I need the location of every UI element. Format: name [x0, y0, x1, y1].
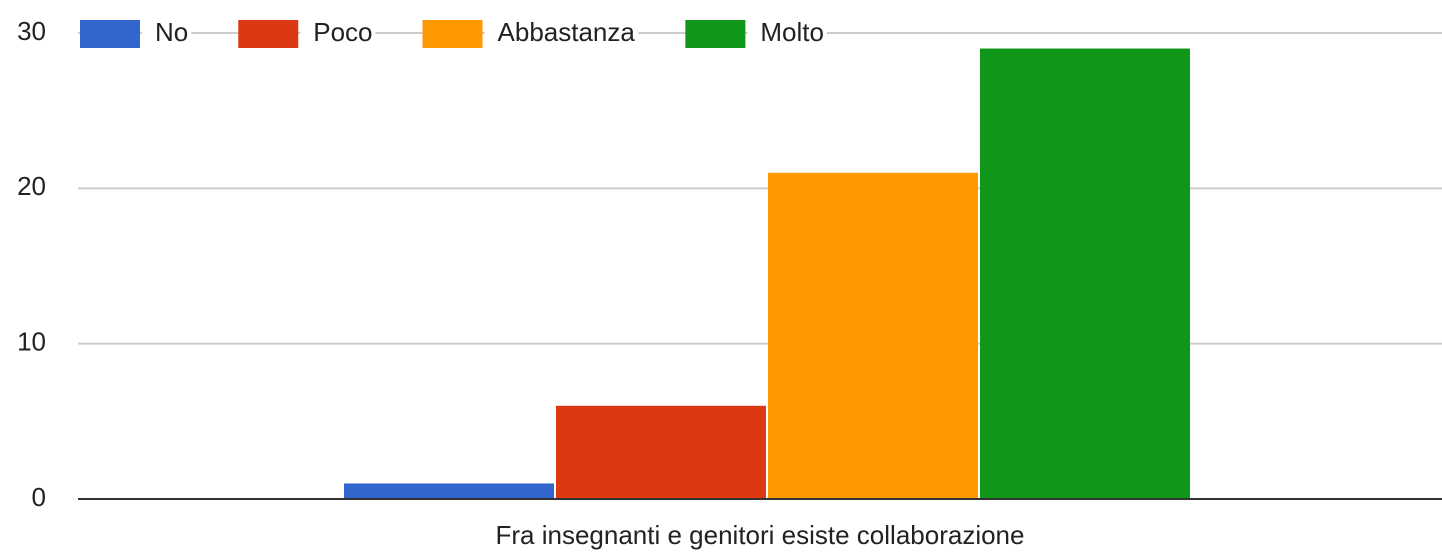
legend-label: No	[155, 17, 188, 47]
bar	[980, 48, 1190, 500]
x-axis-label: Fra insegnanti e genitori esiste collabo…	[496, 520, 1025, 550]
legend-bg	[484, 18, 639, 50]
y-tick-label: 10	[17, 327, 46, 357]
legend-swatch	[422, 20, 483, 48]
legend-swatch	[80, 20, 140, 48]
legend-label: Poco	[313, 17, 372, 47]
y-tick-label: 20	[17, 171, 46, 201]
legend-swatch	[238, 20, 299, 48]
legend-bg	[300, 18, 376, 50]
legend-bg	[142, 18, 192, 50]
y-tick-label: 0	[32, 482, 46, 512]
bar	[344, 483, 554, 499]
legend-swatch	[685, 20, 746, 48]
legend-bg	[747, 18, 827, 50]
y-tick-label: 30	[17, 16, 46, 46]
bar	[556, 405, 766, 499]
bar	[768, 172, 978, 500]
legend-label: Molto	[760, 17, 824, 47]
legend-label: Abbastanza	[498, 17, 636, 47]
